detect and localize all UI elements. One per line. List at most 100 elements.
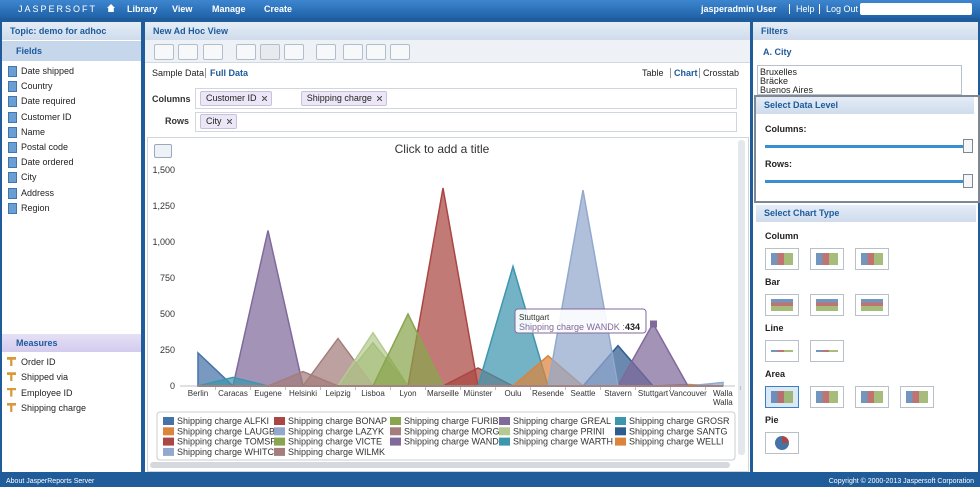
tool-button[interactable] — [154, 44, 174, 60]
slider-knob[interactable] — [963, 139, 973, 153]
fields-header: Fields — [2, 41, 141, 61]
chart-type-button[interactable] — [810, 386, 844, 408]
slider[interactable] — [765, 180, 967, 183]
column-chip[interactable]: Customer ID — [200, 91, 272, 106]
view-mode[interactable]: Table — [642, 68, 664, 78]
tool-button[interactable] — [236, 44, 256, 60]
level-rows: Rows: — [765, 159, 792, 169]
field-icon — [8, 187, 17, 199]
measure[interactable]: Employee ID — [21, 387, 73, 398]
field-icon — [8, 111, 17, 123]
filter-name[interactable]: A. City — [763, 47, 792, 57]
tool-button[interactable] — [260, 44, 280, 60]
columns-label: Columns — [152, 94, 191, 104]
user-name: jasperadmin User — [701, 4, 777, 14]
view-mode[interactable]: Crosstab — [699, 68, 739, 78]
tool-button[interactable] — [316, 44, 336, 60]
top-bar — [0, 0, 980, 18]
data-level-title: Select Data Level — [756, 97, 974, 114]
chart-type-button[interactable] — [810, 340, 844, 362]
measure[interactable]: Order ID — [21, 357, 56, 367]
menu-item[interactable]: Create — [264, 4, 293, 14]
hscrollbar[interactable] — [150, 462, 730, 468]
chart-group: Bar — [765, 277, 781, 287]
measure-icon — [7, 357, 16, 366]
full-data[interactable]: Full Data — [205, 68, 248, 78]
field[interactable]: Customer ID — [21, 111, 72, 122]
tool-button[interactable] — [390, 44, 410, 60]
field[interactable]: Address — [21, 187, 55, 198]
level-columns: Columns: — [765, 124, 807, 134]
tool-button[interactable] — [343, 44, 363, 60]
filter-value[interactable]: Bruxelles — [760, 67, 798, 77]
chart-type-button[interactable] — [765, 294, 799, 316]
column-chip[interactable]: Shipping charge — [300, 91, 387, 106]
tool-button[interactable] — [178, 44, 198, 60]
field[interactable]: Date ordered — [21, 157, 74, 168]
sample-data[interactable]: Sample Data — [152, 68, 205, 78]
chart-type-title: Select Chart Type — [756, 205, 976, 222]
chart-type-button[interactable] — [810, 248, 844, 270]
logo[interactable]: JASPERSOFT — [18, 4, 98, 14]
chart-frame — [147, 137, 749, 472]
measure[interactable]: Shipping charge — [21, 402, 87, 413]
topic-bar: Topic: demo for adhoc — [2, 22, 141, 40]
row-chip[interactable]: City — [200, 114, 237, 129]
field[interactable]: Region — [21, 202, 50, 213]
header-link[interactable]: Log Out — [819, 4, 858, 14]
chart-type-button[interactable] — [765, 432, 799, 454]
menu-item[interactable]: Manage — [212, 4, 246, 14]
chart-group: Area — [765, 369, 786, 379]
chart-type-button[interactable] — [765, 340, 799, 362]
field-icon — [8, 66, 17, 77]
rows-drop — [195, 112, 737, 132]
measure[interactable]: Shipped via — [21, 372, 69, 383]
view-mode[interactable]: Chart — [670, 68, 698, 78]
chart-group: Column — [765, 231, 799, 241]
field-icon — [8, 126, 17, 138]
field[interactable]: Country — [21, 81, 53, 92]
chart-type-button[interactable] — [765, 248, 799, 270]
filter-value[interactable]: Buenos Aires — [760, 85, 814, 95]
tool-button[interactable] — [284, 44, 304, 60]
menu-item[interactable]: View — [172, 4, 193, 14]
tool-button[interactable] — [366, 44, 386, 60]
measure-icon — [7, 402, 16, 412]
field-icon — [8, 81, 17, 93]
filter-list-box — [757, 65, 962, 95]
field-icon — [8, 142, 17, 153]
chart-type-button[interactable] — [855, 248, 889, 270]
home-icon[interactable] — [107, 4, 115, 12]
search-box[interactable] — [860, 3, 972, 15]
chart-type-button[interactable] — [900, 386, 934, 408]
view-title: New Ad Hoc View — [145, 22, 750, 40]
chart-type-button[interactable] — [855, 386, 889, 408]
field[interactable]: Postal code — [21, 142, 69, 152]
chart-group: Pie — [765, 415, 779, 425]
filters-header: Filters — [753, 22, 978, 40]
slider[interactable] — [765, 145, 967, 148]
measure-icon — [7, 372, 16, 382]
field[interactable]: Date required — [21, 96, 76, 107]
field[interactable]: Name — [21, 126, 46, 137]
chart-options[interactable] — [154, 144, 172, 158]
footer-left[interactable]: About JasperReports Server — [6, 478, 95, 485]
chart-type-button[interactable] — [765, 386, 799, 408]
field[interactable]: City — [21, 172, 37, 183]
measures-header: Measures — [2, 334, 141, 352]
chart-type-button[interactable] — [810, 294, 844, 316]
field-icon — [8, 157, 17, 169]
left-panel — [2, 22, 141, 472]
filter-value[interactable]: Bräcke — [760, 76, 789, 86]
measure-icon — [7, 387, 16, 397]
chart-type-button[interactable] — [855, 294, 889, 316]
footer-right: Copyright © 2000-2013 Jaspersoft Corpora… — [828, 478, 974, 485]
scrollbar[interactable] — [738, 140, 745, 455]
tool-button[interactable] — [203, 44, 223, 60]
slider-knob[interactable] — [963, 174, 973, 188]
header-link[interactable]: Help — [789, 4, 815, 14]
chart-group: Line — [765, 323, 784, 333]
menu-item[interactable]: Library — [127, 4, 158, 14]
field[interactable]: Date shipped — [21, 66, 75, 76]
